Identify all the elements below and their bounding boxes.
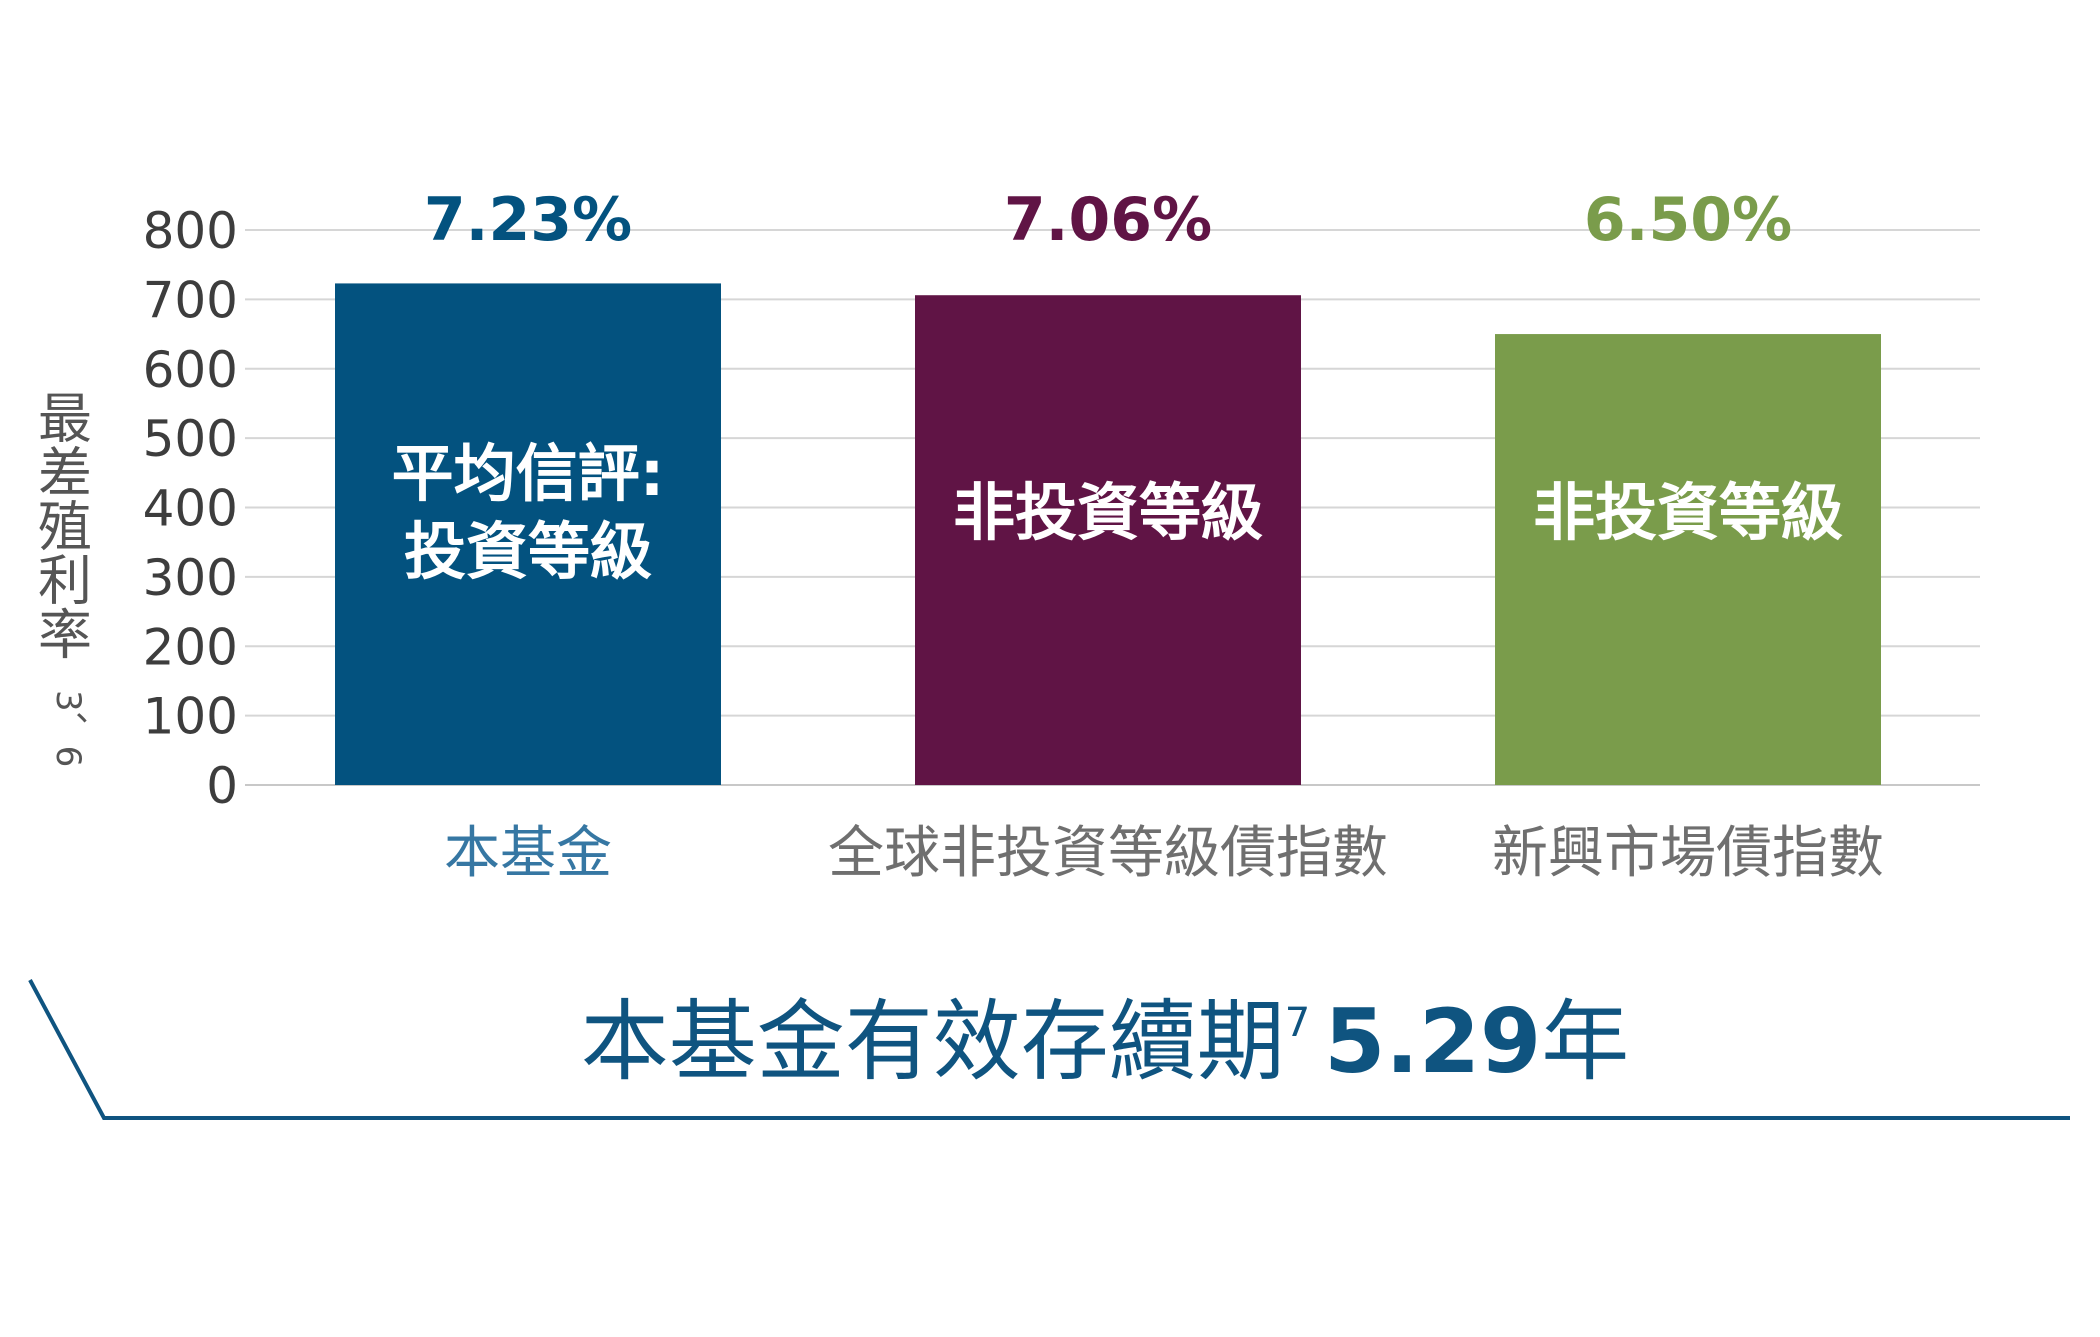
bar [1495,334,1881,785]
y-tick-label: 100 [143,688,238,746]
y-axis-label-footnote: 3、6 [48,690,88,767]
y-tick-label: 400 [143,480,238,538]
bar [915,295,1301,785]
bar-inner-label: 投資等級 [404,515,652,588]
y-tick-label: 0 [206,757,238,815]
footer-footnote: 7 [1285,1000,1310,1046]
category-label: 本基金 [444,821,612,886]
category-labels: 本基金 全球非投資等級債指數 新興市場債指數 [444,821,1884,886]
bar-inner-label: 平均信評: [392,437,665,510]
category-label: 全球非投資等級債指數 [828,821,1388,886]
y-axis-ticks: 0 100 200 300 400 500 600 700 800 [143,202,238,815]
footer-text: 本基金有效存續期 [581,990,1285,1093]
footer-divider-line [28,979,2070,1120]
bar-inner-label: 非投資等級 [1533,476,1843,549]
footer-duration: 本基金有效存續期7 5.29年 [581,990,1630,1093]
bars [335,283,1881,785]
y-tick-label: 500 [143,410,238,468]
footer-unit: 年 [1541,990,1629,1093]
y-tick-label: 800 [143,202,238,260]
footer-number: 5.29 [1324,990,1541,1093]
y-tick-label: 300 [143,549,238,607]
bar-value-label: 7.23% [424,185,632,255]
bar-inner-label: 非投資等級 [953,476,1263,549]
bar-inner-labels: 平均信評:投資等級 非投資等級 非投資等級 [392,437,1843,588]
value-labels: 7.23% 7.06% 6.50% [424,185,1792,255]
bar [335,283,721,785]
y-tick-label: 600 [143,341,238,399]
y-tick-label: 700 [143,271,238,329]
y-tick-label: 200 [143,618,238,676]
category-label: 新興市場債指數 [1492,821,1884,886]
bar-value-label: 7.06% [1004,185,1212,255]
bar-value-label: 6.50% [1584,185,1792,255]
y-axis-label: 最差殖利率 [29,390,92,660]
